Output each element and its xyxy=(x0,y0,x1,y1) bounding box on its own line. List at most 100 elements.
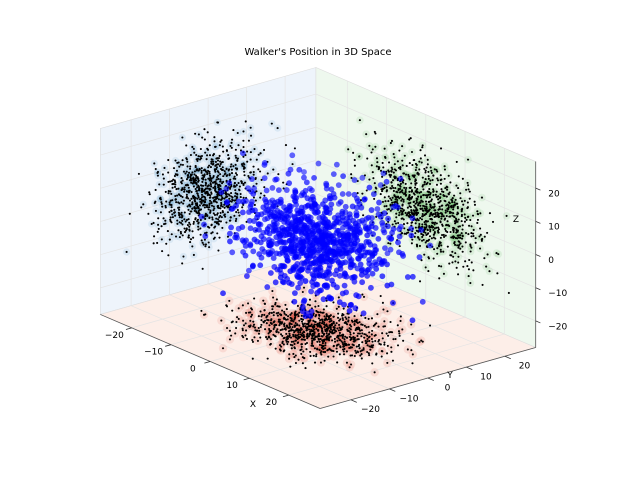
back-projection-point xyxy=(457,246,460,249)
floor-projection-point xyxy=(352,336,355,339)
left-projection-point xyxy=(197,155,200,158)
back-projection-point xyxy=(445,223,448,226)
floor-projection-point xyxy=(249,324,252,327)
back-projection-point xyxy=(456,211,459,214)
walker-point xyxy=(283,207,290,214)
back-projection-point xyxy=(403,193,406,196)
left-projection-point xyxy=(234,192,237,195)
floor-projection-point xyxy=(367,336,370,339)
left-projection-point xyxy=(247,139,250,142)
back-projection-point xyxy=(425,182,428,186)
walker-point xyxy=(224,199,230,205)
walker-point xyxy=(427,242,433,249)
floor-projection-point xyxy=(361,341,364,344)
left-projection-point xyxy=(164,190,167,193)
floor-projection-point xyxy=(300,320,304,323)
back-projection-point xyxy=(373,130,376,133)
back-projection-point xyxy=(435,183,439,186)
floor-projection-point xyxy=(272,321,275,324)
walker-point xyxy=(363,239,370,245)
floor-projection-point xyxy=(370,317,374,320)
back-projection-point xyxy=(455,160,458,163)
walker-point xyxy=(359,279,366,286)
floor-projection-point xyxy=(317,317,321,320)
left-projection-point xyxy=(183,227,186,230)
floor-projection-point xyxy=(266,314,269,317)
left-projection-point xyxy=(222,175,225,178)
left-projection-point xyxy=(128,212,131,215)
back-projection-point xyxy=(395,190,398,193)
back-projection-point xyxy=(467,215,470,218)
left-projection-point xyxy=(237,144,240,147)
left-projection-point xyxy=(223,213,226,216)
left-projection-point xyxy=(276,127,279,130)
walker-point xyxy=(310,234,317,240)
floor-projection-point xyxy=(324,344,327,347)
floor-projection-point xyxy=(294,354,297,357)
walker-point xyxy=(418,227,425,233)
floor-projection-point xyxy=(361,332,364,335)
walker-point xyxy=(379,273,386,280)
walker-point xyxy=(362,249,369,256)
grid-line xyxy=(169,294,390,390)
left-projection-point xyxy=(209,194,212,197)
floor-projection-point xyxy=(286,335,289,339)
floor-projection-point xyxy=(221,347,225,350)
floor-projection-point xyxy=(292,352,295,356)
floor-projection-point xyxy=(367,352,370,355)
left-projection-point xyxy=(171,213,174,216)
back-projection-point xyxy=(393,220,396,223)
back-projection-point xyxy=(451,250,454,253)
back-projection-point xyxy=(455,184,458,187)
back-projection-point xyxy=(469,282,472,285)
left-projection-point xyxy=(168,210,171,214)
back-projection-point xyxy=(410,209,413,212)
left-projection-point xyxy=(194,218,197,221)
left-projection-point xyxy=(173,208,176,211)
left-projection-point xyxy=(191,145,194,148)
back-projection-point xyxy=(387,195,390,198)
floor-projection-point xyxy=(283,325,286,328)
floor-projection-point xyxy=(317,311,320,314)
left-projection-point xyxy=(249,126,252,129)
floor-projection-point xyxy=(318,325,321,328)
floor-projection-point xyxy=(305,348,308,351)
floor-projection-point xyxy=(235,320,238,324)
left-projection-point xyxy=(228,168,231,171)
floor-projection-point xyxy=(352,340,356,343)
floor-projection-point xyxy=(350,319,353,322)
left-projection-point xyxy=(218,164,221,168)
floor-projection-point xyxy=(292,340,295,343)
back-projection-point xyxy=(431,179,434,182)
walker-point xyxy=(376,199,382,206)
left-projection-point xyxy=(179,232,183,235)
floor-projection-point xyxy=(382,308,385,311)
walker-point xyxy=(264,207,271,214)
back-projection-point xyxy=(474,237,477,240)
back-projection-point xyxy=(407,214,410,218)
walker-point xyxy=(286,180,293,187)
floor-projection-point xyxy=(364,342,368,345)
floor-projection-point xyxy=(321,320,324,323)
floor-projection-point xyxy=(326,349,329,352)
left-projection-point xyxy=(197,180,200,183)
left-projection-point xyxy=(228,173,231,176)
floor-projection-point xyxy=(294,321,297,325)
back-projection-point xyxy=(365,189,368,192)
back-projection-point xyxy=(423,183,426,186)
back-projection-point xyxy=(392,171,395,174)
left-projection-point xyxy=(200,239,203,242)
walker-point xyxy=(375,211,382,218)
left-projection-point xyxy=(224,172,227,175)
back-projection-point xyxy=(423,221,426,224)
back-projection-point xyxy=(424,171,427,174)
floor-projection-point xyxy=(300,338,303,341)
left-projection-point xyxy=(189,241,192,244)
floor-projection-point xyxy=(285,308,288,311)
left-projection-point xyxy=(192,147,195,150)
back-projection-point xyxy=(383,147,386,150)
back-projection-point xyxy=(401,213,404,216)
back-projection-point xyxy=(459,192,462,195)
walker-point xyxy=(283,187,290,193)
back-projection-point xyxy=(497,253,500,256)
